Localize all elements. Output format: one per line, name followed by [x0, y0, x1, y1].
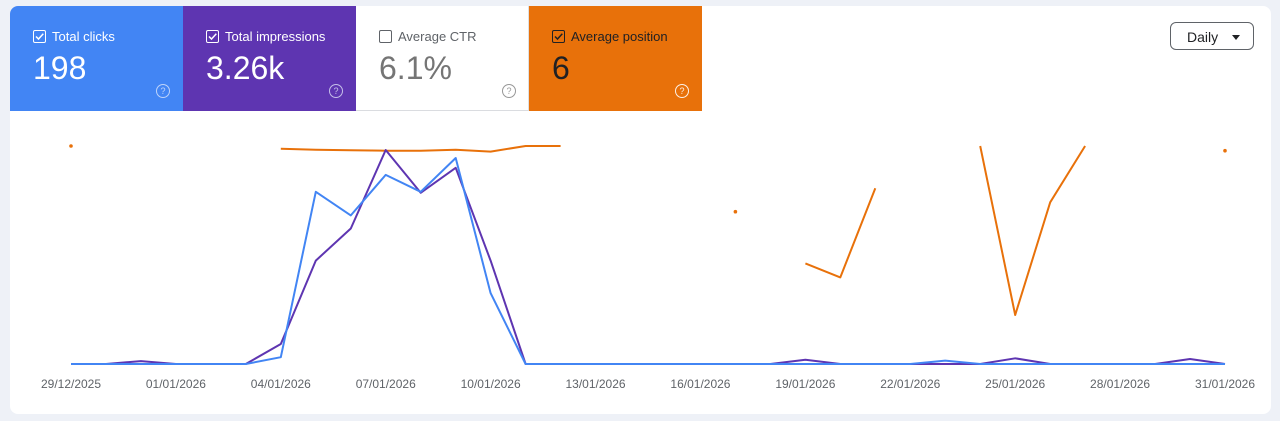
- total-impressions-tab[interactable]: Total impressions 3.26k ?: [183, 6, 356, 111]
- total-clicks-value: 198: [33, 50, 87, 86]
- checkbox-unchecked-icon[interactable]: [379, 30, 392, 43]
- series-average-position: [69, 144, 1227, 316]
- x-tick-label: 01/01/2026: [146, 377, 206, 391]
- help-icon[interactable]: ?: [675, 84, 689, 98]
- x-tick-label: 04/01/2026: [251, 377, 311, 391]
- average-ctr-value: 6.1%: [379, 50, 452, 86]
- performance-card: Total clicks 198 ? Total impressions 3.2…: [10, 6, 1271, 414]
- average-ctr-tab[interactable]: Average CTR 6.1% ?: [356, 6, 529, 111]
- performance-chart: 29/12/2025 01/01/2026 04/01/2026 07/01/2026…: [41, 144, 1255, 391]
- x-tick-label: 22/01/2026: [880, 377, 940, 391]
- help-icon[interactable]: ?: [329, 84, 343, 98]
- data-point: [1223, 148, 1227, 153]
- checkbox-checked-icon[interactable]: [33, 30, 46, 43]
- series-line: [71, 149, 1226, 365]
- average-position-value: 6: [552, 50, 570, 86]
- data-point: [733, 209, 738, 214]
- series-total-impressions: [71, 149, 1226, 365]
- total-impressions-value: 3.26k: [206, 50, 285, 86]
- x-tick-label: 29/12/2025: [41, 377, 101, 391]
- x-tick-label: 13/01/2026: [566, 377, 626, 391]
- x-tick-label: 16/01/2026: [670, 377, 730, 391]
- help-icon[interactable]: ?: [156, 84, 170, 98]
- caret-down-icon: [1232, 35, 1240, 40]
- total-impressions-label: Total impressions: [225, 29, 326, 44]
- metric-tabs: Total clicks 198 ? Total impressions 3.2…: [10, 6, 702, 111]
- period-dropdown-label: Daily: [1187, 29, 1219, 45]
- data-point: [69, 144, 73, 148]
- checkbox-checked-icon[interactable]: [552, 30, 565, 43]
- period-dropdown[interactable]: Daily: [1170, 22, 1254, 50]
- x-tick-label: 07/01/2026: [356, 377, 416, 391]
- x-tick-label: 10/01/2026: [461, 377, 521, 391]
- series-line: [979, 145, 1086, 316]
- average-position-label: Average position: [571, 29, 668, 44]
- total-clicks-tab[interactable]: Total clicks 198 ?: [10, 6, 183, 111]
- x-tick-label: 25/01/2026: [985, 377, 1045, 391]
- x-tick-label: 31/01/2026: [1195, 377, 1255, 391]
- series-line: [805, 187, 877, 279]
- series-line: [280, 145, 561, 153]
- total-clicks-label: Total clicks: [52, 29, 115, 44]
- x-tick-label: 19/01/2026: [775, 377, 835, 391]
- average-ctr-label: Average CTR: [398, 29, 477, 44]
- average-position-tab[interactable]: Average position 6 ?: [529, 6, 702, 111]
- series-total-clicks: [71, 157, 1225, 365]
- x-tick-label: 28/01/2026: [1090, 377, 1150, 391]
- checkbox-checked-icon[interactable]: [206, 30, 219, 43]
- series-line: [71, 157, 1225, 365]
- help-icon[interactable]: ?: [502, 84, 516, 98]
